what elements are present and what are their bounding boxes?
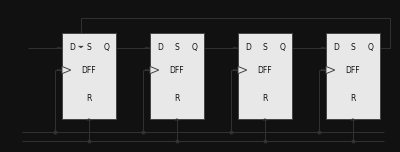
Text: R: R (174, 95, 180, 104)
Text: S: S (351, 43, 355, 52)
Bar (326, 33, 380, 119)
Polygon shape (57, 47, 62, 49)
Text: DFF: DFF (346, 66, 360, 74)
Text: R: R (262, 95, 268, 104)
Polygon shape (262, 119, 267, 120)
Text: S: S (87, 43, 91, 52)
Polygon shape (233, 47, 238, 49)
Polygon shape (350, 119, 355, 120)
Text: S: S (263, 43, 267, 52)
Bar (150, 33, 204, 119)
Polygon shape (174, 119, 179, 120)
Polygon shape (321, 69, 326, 71)
Polygon shape (321, 47, 326, 49)
Polygon shape (145, 69, 150, 71)
Text: D: D (157, 43, 163, 52)
Bar (62, 33, 116, 119)
Text: DFF: DFF (170, 66, 184, 74)
Text: R: R (86, 95, 92, 104)
Polygon shape (78, 46, 83, 48)
Bar (238, 33, 292, 119)
Text: R: R (350, 95, 356, 104)
Text: S: S (175, 43, 179, 52)
Polygon shape (86, 119, 91, 120)
Polygon shape (62, 66, 71, 74)
Polygon shape (57, 69, 62, 71)
Text: DFF: DFF (258, 66, 272, 74)
Text: D: D (333, 43, 339, 52)
Text: Q: Q (279, 43, 285, 52)
Text: Q: Q (367, 43, 373, 52)
Text: Q: Q (103, 43, 109, 52)
Text: DFF: DFF (82, 66, 96, 74)
Text: D: D (69, 43, 75, 52)
Polygon shape (233, 69, 238, 71)
Text: D: D (245, 43, 251, 52)
Polygon shape (150, 66, 159, 74)
Polygon shape (326, 66, 335, 74)
Polygon shape (145, 47, 150, 49)
Text: Q: Q (191, 43, 197, 52)
Polygon shape (238, 66, 247, 74)
